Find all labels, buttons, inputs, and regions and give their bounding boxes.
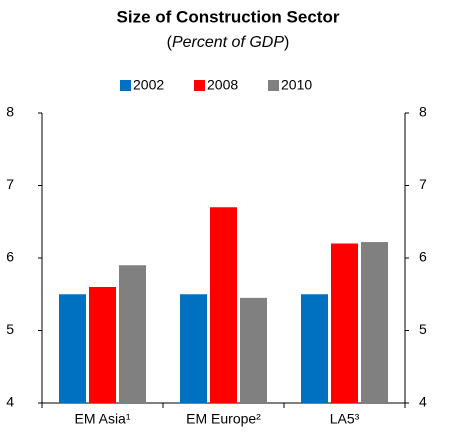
bar [59,294,86,403]
y-tick-label: 5 [6,321,14,337]
subtitle-close: ) [284,34,289,51]
subtitle-open: ( [167,34,173,51]
chart-subtitle: (Percent of GDP) [167,34,290,51]
y2-tick-label: 6 [419,249,427,265]
chart-title: Size of Construction Sector [117,7,340,26]
legend-swatch [268,80,279,91]
bar [331,243,358,403]
y2-tick-label: 4 [419,394,427,410]
y-tick-label: 7 [6,176,14,192]
x-tick-label: EM Asia¹ [74,411,130,427]
legend-label: 2008 [207,77,238,93]
legend-label: 2010 [281,77,312,93]
bar [361,242,388,403]
legend-swatch [120,80,131,91]
x-tick-label: EM Europe² [186,411,261,427]
x-tick-label: LA5³ [330,411,360,427]
legend-swatch [194,80,205,91]
bar [180,294,207,403]
y2-tick-label: 7 [419,176,427,192]
y-tick-label: 4 [6,394,14,410]
y-tick-label: 6 [6,249,14,265]
y2-tick-label: 8 [419,104,427,120]
bar [119,265,146,403]
bar [210,207,237,403]
bar [301,294,328,403]
y2-tick-label: 5 [419,321,427,337]
bar [240,297,267,403]
subtitle-text: Percent of GDP [172,34,284,51]
legend-label: 2002 [133,77,164,93]
bar [89,287,116,403]
y-tick-label: 8 [6,104,14,120]
